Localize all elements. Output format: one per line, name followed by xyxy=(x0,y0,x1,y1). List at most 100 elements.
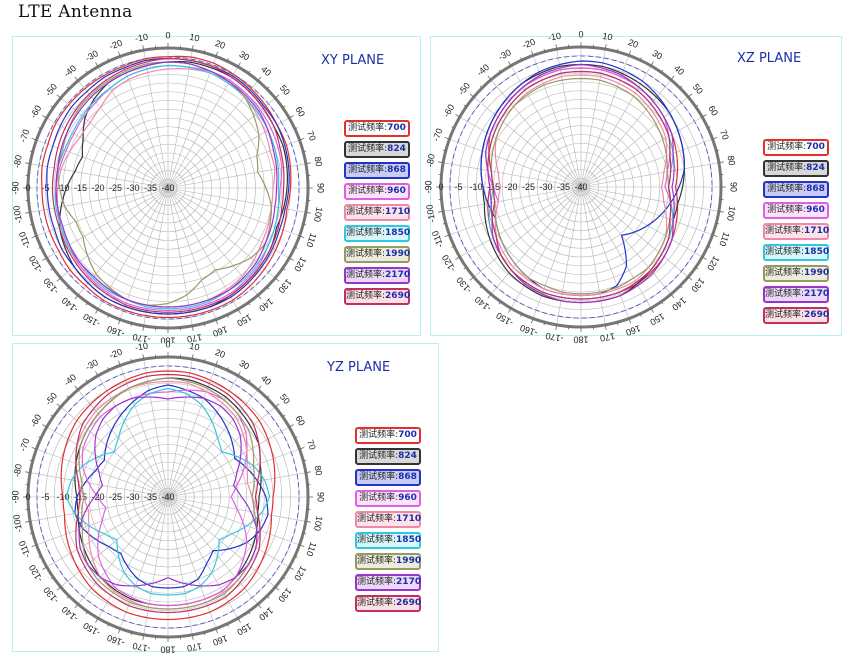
angle-tick-mark xyxy=(118,51,121,57)
legend-item-1710: 测试频率:1710 xyxy=(344,204,410,221)
angle-tick-mark xyxy=(305,471,311,474)
grid-spoke xyxy=(119,187,169,320)
angle-tick-label: -50 xyxy=(456,81,472,97)
angle-tick-label: 160 xyxy=(211,633,229,648)
angle-tick-mark xyxy=(508,308,512,313)
angle-tick-mark xyxy=(74,294,79,300)
angle-tick-mark xyxy=(215,360,218,366)
legend-prefix: 测试频率: xyxy=(765,310,805,320)
angle-tick-mark xyxy=(25,520,31,523)
angle-tick-label: 50 xyxy=(691,82,705,96)
legend-prefix: 测试频率: xyxy=(348,123,388,133)
angle-tick-mark xyxy=(508,61,512,66)
angle-tick-mark xyxy=(455,114,460,118)
legend-value: 960 xyxy=(398,493,417,503)
legend-item-2690: 测试频率:2690 xyxy=(355,595,421,612)
grid-spoke xyxy=(77,389,169,498)
angle-tick-mark xyxy=(451,126,455,129)
angle-tick-label: -160 xyxy=(106,324,126,340)
angle-tick-mark xyxy=(695,104,699,108)
legend-value: 960 xyxy=(387,186,406,196)
legend-value: 700 xyxy=(806,142,825,152)
angle-tick-mark xyxy=(38,555,42,558)
angle-tick-label: 130 xyxy=(689,276,706,294)
angle-tick-label: 50 xyxy=(278,392,292,406)
angle-tick-mark xyxy=(702,114,707,118)
angle-tick-label: 0 xyxy=(165,339,170,349)
radial-tick-label: -35 xyxy=(144,492,157,502)
angle-tick-label: -90 xyxy=(10,181,20,194)
legend-value: 2170 xyxy=(396,577,422,587)
angle-tick-mark xyxy=(555,44,558,50)
grid-spoke xyxy=(119,56,169,189)
grid-spoke xyxy=(510,65,582,188)
legend-value: 824 xyxy=(398,451,417,461)
angle-tick-label: 110 xyxy=(304,541,318,558)
grid-spoke xyxy=(167,426,290,498)
angle-tick-mark xyxy=(628,50,631,56)
legend-prefix: 测试频率: xyxy=(346,249,386,259)
angle-tick-mark xyxy=(56,277,62,282)
grid-spoke xyxy=(449,138,582,188)
grid-spoke xyxy=(580,186,713,236)
angle-tick-mark xyxy=(191,354,194,360)
legend-item-1990: 测试频率:1990 xyxy=(355,553,421,570)
legend-value: 2170 xyxy=(804,289,830,299)
angle-tick-label: -120 xyxy=(440,253,458,274)
angle-tick-mark xyxy=(707,245,711,248)
angle-tick-mark xyxy=(118,360,121,366)
yz-plane-legend: 测试频率:700 测试频率:824 测试频率:868 测试频率:960 测试频率:171… xyxy=(355,427,421,616)
angle-tick-mark xyxy=(266,395,270,399)
angle-tick-mark xyxy=(687,93,693,98)
angle-tick-mark xyxy=(56,94,62,99)
angle-tick-mark xyxy=(660,69,664,73)
legend-prefix: 测试频率: xyxy=(359,451,399,461)
angle-tick-mark xyxy=(274,586,280,591)
angle-tick-mark xyxy=(130,49,133,53)
angle-tick-mark xyxy=(543,48,546,52)
grid-spoke xyxy=(167,496,290,568)
angle-tick-label: -80 xyxy=(12,463,24,478)
angle-tick-mark xyxy=(282,267,286,271)
grid-spoke xyxy=(580,186,703,258)
legend-prefix: 测试频率: xyxy=(348,186,388,196)
angle-tick-mark xyxy=(74,385,79,391)
legend-value: 1990 xyxy=(396,556,422,566)
angle-tick-label: 100 xyxy=(312,515,324,532)
grid-spoke xyxy=(97,375,169,498)
angle-tick-label: 160 xyxy=(624,323,642,338)
angle-tick-mark xyxy=(299,544,305,547)
angle-tick-label: 0 xyxy=(578,29,583,39)
xz-plane-title: XZ PLANE xyxy=(737,51,802,66)
xz-plane-legend: 测试频率:700 测试频率:824 测试频率:868 测试频率:960 测试频率:171… xyxy=(763,139,829,328)
angle-tick-label: 120 xyxy=(292,564,308,582)
angle-tick-mark xyxy=(294,555,298,558)
angle-tick-mark xyxy=(718,161,724,164)
grid-spoke xyxy=(580,116,703,188)
series-line-2170 xyxy=(55,61,278,308)
series-line-2170 xyxy=(485,63,675,304)
angle-tick-label: 20 xyxy=(214,38,227,51)
angle-tick-label: -20 xyxy=(108,347,124,361)
grid-spoke xyxy=(167,389,259,498)
angle-tick-mark xyxy=(247,611,251,615)
grid-spoke xyxy=(143,187,169,326)
series-line-1990 xyxy=(490,77,672,295)
angle-tick-mark xyxy=(66,395,70,399)
angle-tick-mark xyxy=(56,586,62,591)
angle-tick-mark xyxy=(266,286,270,290)
series-line-2690 xyxy=(51,57,285,313)
radial-tick-label: -40 xyxy=(161,183,174,193)
angle-tick-label: 70 xyxy=(305,438,318,451)
radial-tick-label: -5 xyxy=(454,182,462,192)
angle-tick-label: 170 xyxy=(599,331,616,343)
angle-tick-mark xyxy=(487,75,492,81)
radial-tick-label: -20 xyxy=(91,183,104,193)
legend-prefix: 测试频率: xyxy=(767,163,807,173)
angle-tick-mark xyxy=(679,285,683,289)
angle-tick-label: -120 xyxy=(27,563,45,584)
angle-tick-mark xyxy=(257,603,262,609)
legend-prefix: 测试频率: xyxy=(346,270,386,280)
angle-tick-mark xyxy=(604,324,607,330)
